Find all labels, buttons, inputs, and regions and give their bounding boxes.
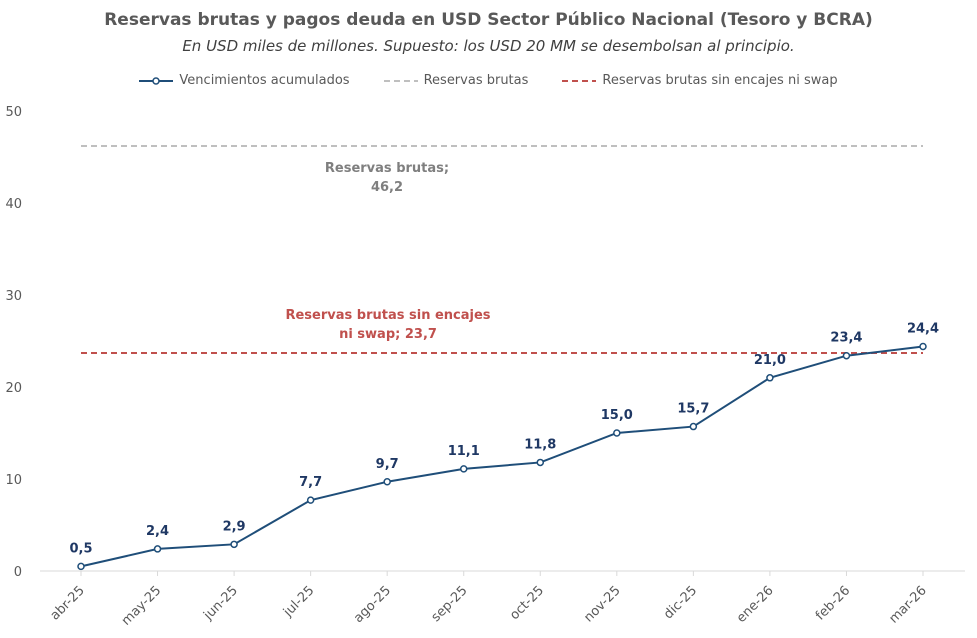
legend-item-reservas-brutas: Reservas brutas [383,73,529,88]
data-point [613,429,621,437]
y-tick-label: 50 [5,105,22,120]
data-label: 11,1 [448,444,480,459]
x-tick-label: jul-25 [280,583,317,620]
data-label: 21,0 [754,353,786,368]
data-point [306,496,315,504]
data-point [459,465,468,473]
line-vencimientos [80,345,924,568]
x-tick-label: may-25 [119,583,164,628]
y-tick-label: 30 [5,289,22,304]
y-tick-label: 10 [5,473,22,488]
data-label: 23,4 [830,331,862,346]
data-point [766,374,774,382]
series-vencimientos: 0,5 2,4 2,9 7,7 9,7 11,1 11,8 15,0 15,7 21,0 23,4 2… [69,322,939,571]
data-point [230,540,238,549]
x-tick-label: dic-25 [661,583,700,622]
x-tick-label: mar-26 [886,583,929,626]
legend-label-reservas-sin-encajes: Reservas brutas sin encajes ni swap [602,73,838,88]
data-label: 9,7 [376,457,399,472]
data-label: 0,5 [69,541,92,556]
x-tick-label: ene-26 [734,583,777,626]
data-label: 11,8 [524,437,556,452]
legend-swatch-reservas-brutas [383,79,418,82]
data-point [153,545,162,553]
data-label: 2,9 [223,519,246,534]
annotations: Reservas brutas; 46,2 Reservas brutas si… [285,161,490,342]
data-point [77,562,85,571]
x-tick-label: feb-26 [813,583,853,623]
legend-swatch-vencimientos [139,76,174,85]
y-axis: 0 10 20 30 40 50 [5,105,22,580]
x-tick-label: oct-25 [507,583,547,623]
x-tick-label: sep-25 [429,583,471,625]
annotation-reservas-sin-encajes-line2: ni swap; 23,7 [339,327,437,342]
x-tick-label: ago-25 [351,583,394,626]
annotation-reservas-brutas-line2: 46,2 [371,180,403,195]
legend-item-vencimientos: Vencimientos acumulados [139,73,350,88]
data-label: 15,7 [677,402,709,417]
x-tick-label: abr-25 [48,583,88,623]
data-point [383,478,391,486]
legend-swatch-reservas-sin-encajes [562,79,597,82]
data-point [919,342,927,351]
y-tick-label: 40 [5,197,22,212]
data-label: 7,7 [299,475,322,490]
data-point [536,458,545,467]
data-point [689,422,698,431]
annotation-reservas-brutas-line1: Reservas brutas; [325,161,449,176]
y-tick-label: 20 [5,381,22,396]
y-tick-label: 0 [14,565,22,580]
chart-subtitle: En USD miles de millones. Supuesto: los … [182,37,795,55]
legend-label-reservas-brutas: Reservas brutas [423,73,529,88]
data-label: 15,0 [601,408,633,423]
data-point [842,351,851,360]
chart-title: Reservas brutas y pagos deuda en USD Sec… [104,10,873,30]
reference-lines [81,144,923,354]
x-axis: abr-25 may-25 jun-25 jul-25 ago-25 sep-25 oct-… [48,571,930,629]
data-label: 24,4 [907,322,939,337]
data-label: 2,4 [146,524,169,539]
annotation-reservas-sin-encajes-line1: Reservas brutas sin encajes [285,308,490,323]
legend-item-reservas-sin-encajes: Reservas brutas sin encajes ni swap [562,73,838,88]
x-tick-label: nov-25 [581,583,623,625]
legend: Vencimientos acumulados Reservas brutas … [0,73,977,88]
legend-label-vencimientos: Vencimientos acumulados [179,73,350,88]
x-tick-label: jun-25 [200,583,241,624]
